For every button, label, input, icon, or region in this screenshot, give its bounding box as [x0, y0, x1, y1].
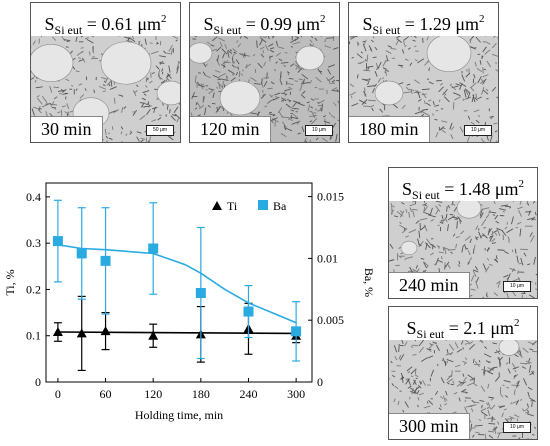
x-tick-label: 0: [55, 387, 61, 401]
data-point-ti: [76, 328, 87, 338]
data-point-ba: [76, 248, 87, 259]
scale-bar: 10 μm: [464, 125, 492, 136]
y-left-tick-label: 0.4: [26, 190, 41, 204]
scale-bar: 50 μm: [146, 125, 174, 136]
data-point-ba: [52, 236, 63, 247]
y-left-tick-label: 0: [35, 375, 41, 389]
y-right-tick-label: 0.005: [317, 313, 344, 327]
data-point-ba: [100, 255, 111, 266]
series-ba-trendline: [57, 244, 297, 324]
micrograph-area-label: SSi eut = 0.61 μm2: [31, 3, 180, 37]
y-right-axis-label: Ba, %: [362, 268, 376, 297]
x-tick-label: 300: [287, 387, 305, 401]
micrograph-area-label: SSi eut = 2.1 μm2: [389, 307, 537, 341]
legend-ti-label: Ti: [227, 199, 238, 213]
micrograph-time-label: 180 min: [349, 116, 430, 142]
holding-time-chart: 0 60 120 180 240 300 0 0.1 0.2 0.3 0.4 0 0.005 0.01 0.…: [3, 182, 376, 422]
scale-bar: 10 μm: [503, 281, 531, 292]
micrograph-30min: SSi eut = 0.61 μm2 30 min 50 μm: [30, 2, 181, 143]
micrograph-300min: SSi eut = 2.1 μm2 300 min 10 μm: [388, 306, 538, 440]
scale-bar: 10 μm: [503, 422, 531, 433]
x-tick-label: 240: [239, 387, 257, 401]
y-left-tick-label: 0.1: [26, 329, 41, 343]
micrograph-time-label: 300 min: [389, 413, 470, 439]
x-tick-label: 60: [100, 387, 112, 401]
micrograph-time-label: 240 min: [389, 272, 470, 298]
legend-ba-marker: [258, 200, 268, 210]
micrograph-area-label: SSi eut = 1.48 μm2: [389, 168, 537, 202]
micrograph-time-label: 30 min: [31, 116, 103, 142]
micrograph-time-label: 120 min: [190, 116, 271, 142]
data-point-ba: [148, 243, 159, 254]
data-point-ba: [243, 306, 254, 317]
data-point-ti: [52, 327, 63, 337]
data-point-ba: [195, 288, 206, 299]
micrograph-120min: SSi eut = 0.99 μm2 120 min 10 μm: [189, 2, 340, 143]
legend-ti-marker: [212, 201, 222, 210]
data-point-ti: [148, 330, 159, 340]
data-point-ba: [291, 326, 302, 337]
micrograph-240min: SSi eut = 1.48 μm2 240 min 10 μm: [388, 167, 538, 299]
y-right-tick-label: 0.015: [317, 190, 344, 204]
micrograph-180min: SSi eut = 1.29 μm2 180 min 10 μm: [348, 2, 499, 143]
series-ti-trendline: [57, 331, 297, 335]
micrograph-area-label: SSi eut = 1.29 μm2: [349, 3, 498, 37]
y-left-tick-label: 0.2: [26, 282, 41, 296]
y-right-tick-label: 0: [317, 375, 323, 389]
x-tick-label: 180: [192, 387, 210, 401]
y-left-tick-label: 0.3: [26, 236, 41, 250]
y-right-tick-label: 0.01: [317, 251, 338, 265]
x-tick-label: 120: [144, 387, 162, 401]
x-axis-label: Holding time, min: [135, 408, 223, 422]
plot-frame: [45, 182, 313, 383]
legend-ba-label: Ba: [273, 199, 287, 213]
y-left-axis-label: Ti, %: [3, 269, 17, 295]
scale-bar: 10 μm: [305, 125, 333, 136]
micrograph-area-label: SSi eut = 0.99 μm2: [190, 3, 339, 37]
data-point-ti: [100, 326, 111, 336]
